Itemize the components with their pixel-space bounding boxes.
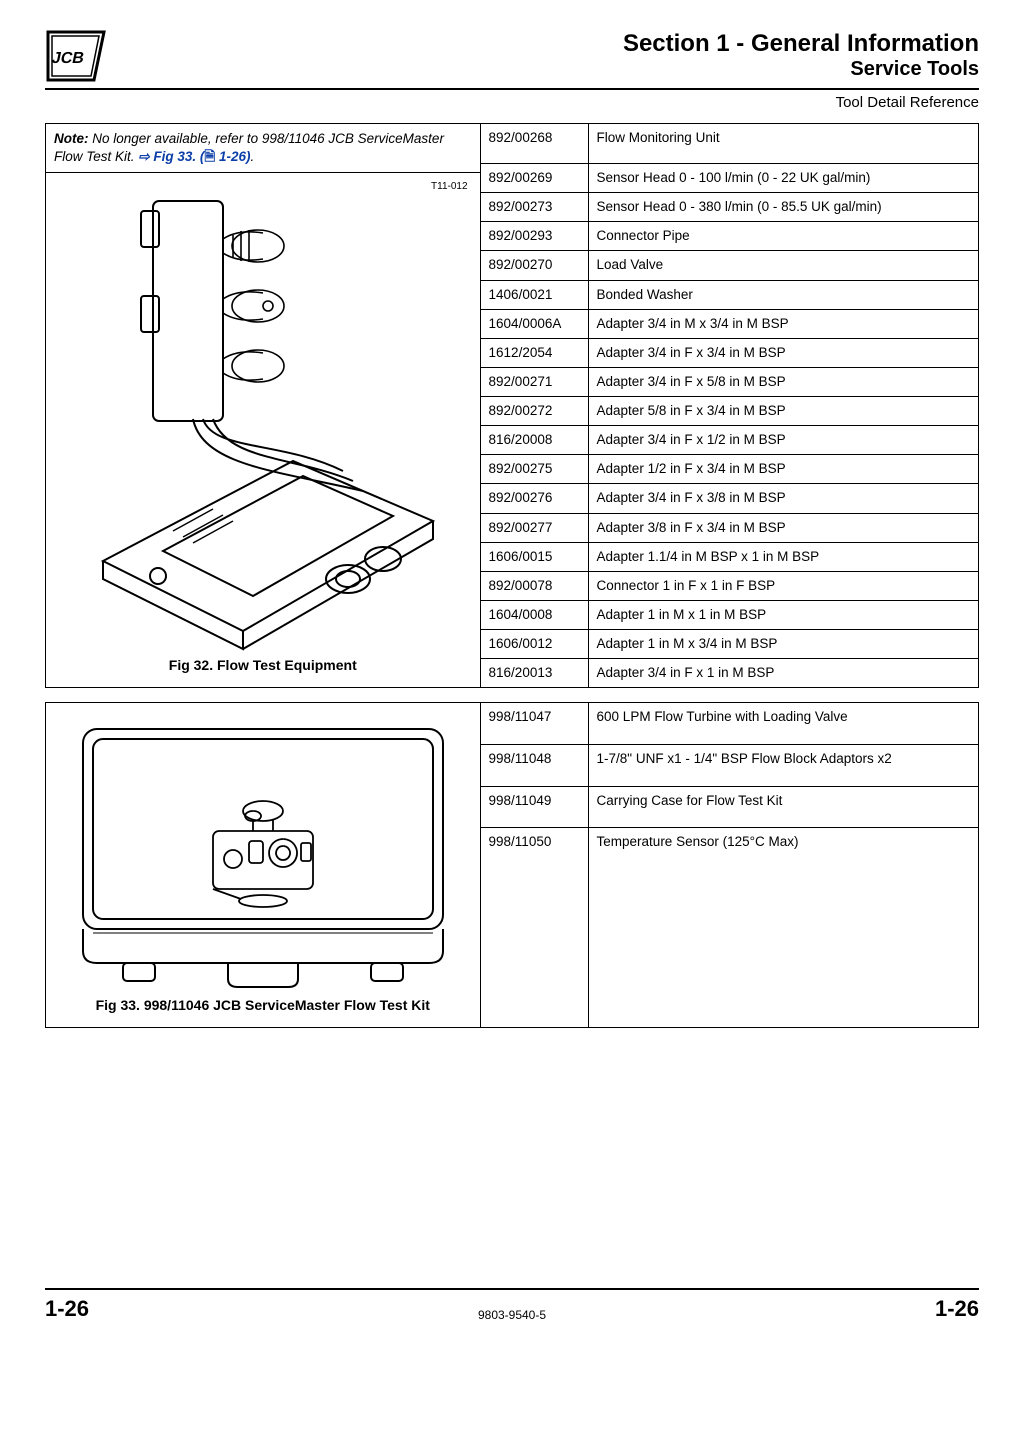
jcb-logo: JCB (45, 30, 107, 82)
note-label: Note: (54, 131, 89, 146)
table-row: 1406/0021Bonded Washer (480, 280, 978, 309)
page-number-left: 1-26 (45, 1296, 89, 1322)
part-description: Load Valve (588, 251, 978, 280)
table-row: 892/00275Adapter 1/2 in F x 3/4 in M BSP (480, 455, 978, 484)
part-number: 892/00275 (480, 455, 588, 484)
fig32-caption: Fig 32. Flow Test Equipment (54, 651, 472, 679)
part-number: 892/00277 (480, 513, 588, 542)
part-number: 1612/2054 (480, 338, 588, 367)
part-number: 1606/0012 (480, 630, 588, 659)
part-number: 998/11049 (480, 786, 588, 828)
table-row: 1606/0012Adapter 1 in M x 3/4 in M BSP (480, 630, 978, 659)
part-number: 1406/0021 (480, 280, 588, 309)
table-row: 892/00270Load Valve (480, 251, 978, 280)
page-icon: 🗎 (204, 149, 215, 164)
page-number-right: 1-26 (935, 1296, 979, 1322)
table-row: 1604/0008Adapter 1 in M x 1 in M BSP (480, 600, 978, 629)
parts-table-1: 892/00268Flow Monitoring Unit892/00269Se… (480, 123, 979, 688)
table-row: 892/00078Connector 1 in F x 1 in F BSP (480, 571, 978, 600)
part-number: 892/00271 (480, 367, 588, 396)
part-number: 1604/0008 (480, 600, 588, 629)
part-number: 892/00270 (480, 251, 588, 280)
part-description: 1-7/8" UNF x1 - 1/4" BSP Flow Block Adap… (588, 745, 978, 787)
parts-table-2: 998/11047600 LPM Flow Turbine with Loadi… (480, 702, 979, 1028)
part-description: Carrying Case for Flow Test Kit (588, 786, 978, 828)
subsection-title: Service Tools (107, 58, 979, 81)
block-servicemaster-kit: Fig 33. 998/11046 JCB ServiceMaster Flow… (45, 702, 979, 1028)
part-description: Adapter 1.1/4 in M BSP x 1 in M BSP (588, 542, 978, 571)
part-description: Sensor Head 0 - 380 l/min (0 - 85.5 UK g… (588, 193, 978, 222)
table-row: 892/00277Adapter 3/8 in F x 3/4 in M BSP (480, 513, 978, 542)
table-row: 998/11049Carrying Case for Flow Test Kit (480, 786, 978, 828)
part-number: 1604/0006A (480, 309, 588, 338)
part-description: Sensor Head 0 - 100 l/min (0 - 22 UK gal… (588, 164, 978, 193)
part-description: Adapter 1 in M x 1 in M BSP (588, 600, 978, 629)
note-cell: Note: No longer available, refer to 998/… (46, 124, 480, 173)
fig32-illustration (54, 181, 472, 651)
table-row: 892/00268Flow Monitoring Unit (480, 124, 978, 164)
part-description: Adapter 3/4 in M x 3/4 in M BSP (588, 309, 978, 338)
table-row: 892/00271Adapter 3/4 in F x 5/8 in M BSP (480, 367, 978, 396)
table-row: 998/11047600 LPM Flow Turbine with Loadi… (480, 703, 978, 745)
page-footer: 1-26 9803-9540-5 1-26 (45, 1288, 979, 1322)
part-description: Adapter 3/4 in F x 3/8 in M BSP (588, 484, 978, 513)
table-row: 892/00272Adapter 5/8 in F x 3/4 in M BSP (480, 397, 978, 426)
part-description: Adapter 3/4 in F x 1 in M BSP (588, 659, 978, 688)
fig33-caption: Fig 33. 998/11046 JCB ServiceMaster Flow… (54, 991, 472, 1019)
part-description: Adapter 3/4 in F x 1/2 in M BSP (588, 426, 978, 455)
table-row: 892/00276Adapter 3/4 in F x 3/8 in M BSP (480, 484, 978, 513)
table-row: 1612/2054Adapter 3/4 in F x 3/4 in M BSP (480, 338, 978, 367)
part-description: Adapter 5/8 in F x 3/4 in M BSP (588, 397, 978, 426)
table-row: 998/110481-7/8" UNF x1 - 1/4" BSP Flow B… (480, 745, 978, 787)
part-number: 892/00293 (480, 222, 588, 251)
part-description: Adapter 3/8 in F x 3/4 in M BSP (588, 513, 978, 542)
part-number: 892/00268 (480, 124, 588, 164)
svg-text:JCB: JCB (50, 49, 86, 67)
drawing-code: T11-012 (431, 181, 468, 192)
part-number: 998/11047 (480, 703, 588, 745)
part-description: Flow Monitoring Unit (588, 124, 978, 164)
fig33-illustration (54, 711, 472, 991)
part-description: Adapter 1 in M x 3/4 in M BSP (588, 630, 978, 659)
part-description: Temperature Sensor (125°C Max) (588, 828, 978, 1028)
table-row: 1606/0015Adapter 1.1/4 in M BSP x 1 in M… (480, 542, 978, 571)
table-row: 892/00269Sensor Head 0 - 100 l/min (0 - … (480, 164, 978, 193)
part-description: Connector 1 in F x 1 in F BSP (588, 571, 978, 600)
part-description: Bonded Washer (588, 280, 978, 309)
reference-line: Tool Detail Reference (45, 94, 979, 111)
part-number: 892/00273 (480, 193, 588, 222)
part-number: 892/00269 (480, 164, 588, 193)
section-title: Section 1 - General Information (107, 30, 979, 58)
table-row: 892/00273Sensor Head 0 - 380 l/min (0 - … (480, 193, 978, 222)
part-description: Adapter 1/2 in F x 3/4 in M BSP (588, 455, 978, 484)
part-number: 998/11048 (480, 745, 588, 787)
table-row: 816/20008Adapter 3/4 in F x 1/2 in M BSP (480, 426, 978, 455)
part-number: 892/00272 (480, 397, 588, 426)
table-row: 998/11050Temperature Sensor (125°C Max) (480, 828, 978, 1028)
table-row: 816/20013Adapter 3/4 in F x 1 in M BSP (480, 659, 978, 688)
table-row: 1604/0006AAdapter 3/4 in M x 3/4 in M BS… (480, 309, 978, 338)
part-description: 600 LPM Flow Turbine with Loading Valve (588, 703, 978, 745)
part-number: 892/00078 (480, 571, 588, 600)
part-number: 1606/0015 (480, 542, 588, 571)
page-header: JCB Section 1 - General Information Serv… (45, 30, 979, 90)
part-description: Connector Pipe (588, 222, 978, 251)
block-flow-test-equipment: Note: No longer available, refer to 998/… (45, 123, 979, 688)
part-description: Adapter 3/4 in F x 5/8 in M BSP (588, 367, 978, 396)
part-number: 816/20008 (480, 426, 588, 455)
table-row: 892/00293Connector Pipe (480, 222, 978, 251)
part-number: 816/20013 (480, 659, 588, 688)
part-description: Adapter 3/4 in F x 3/4 in M BSP (588, 338, 978, 367)
part-number: 998/11050 (480, 828, 588, 1028)
xref-link[interactable]: ⇨ Fig 33. (🗎 1-26) (138, 149, 250, 164)
part-number: 892/00276 (480, 484, 588, 513)
doc-number: 9803-9540-5 (478, 1308, 546, 1322)
